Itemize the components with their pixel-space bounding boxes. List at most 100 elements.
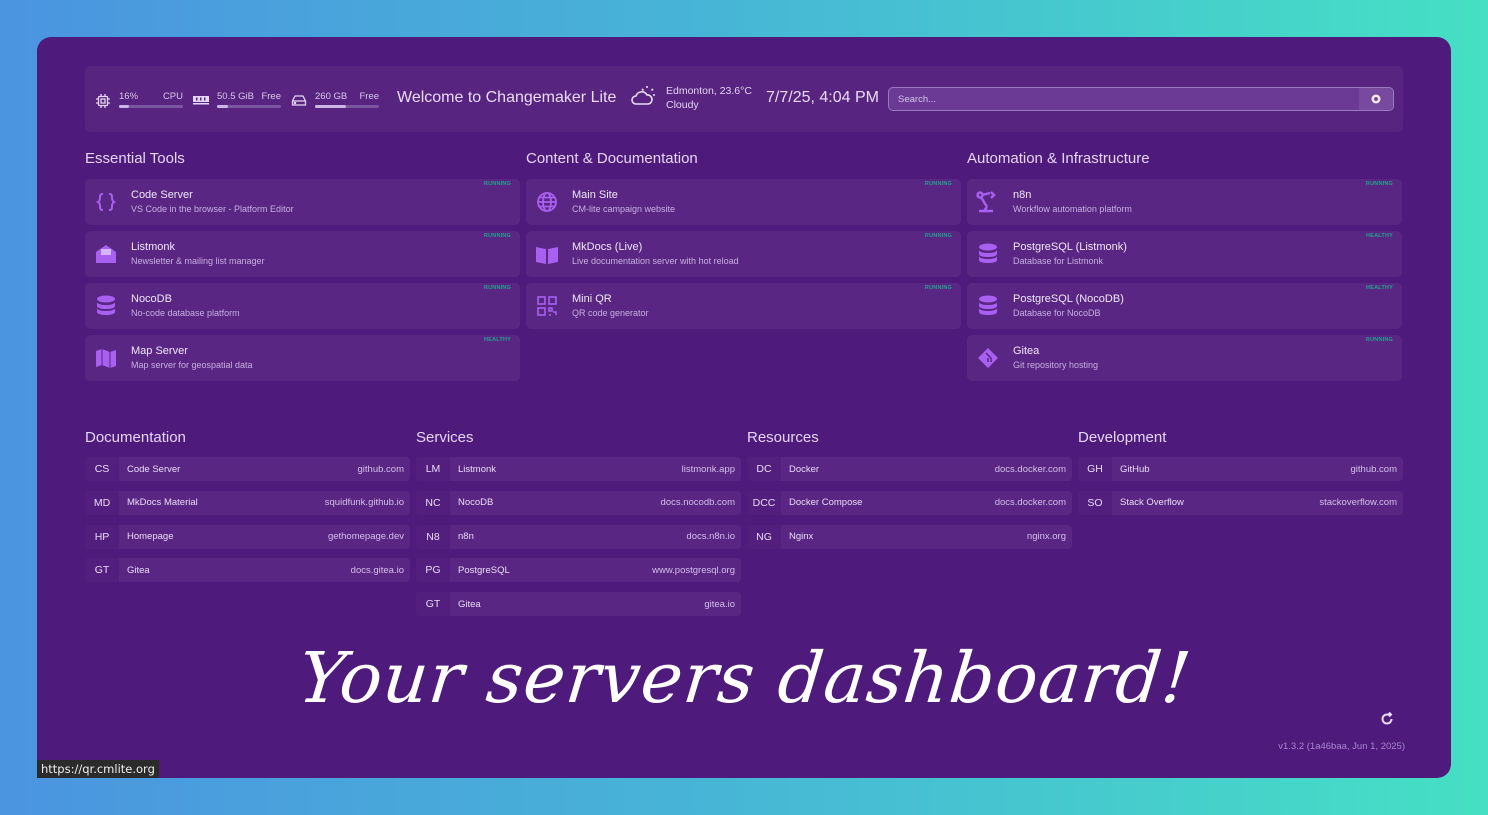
disk-bar xyxy=(315,105,379,108)
bookmark-name: Docker xyxy=(789,463,820,475)
service-description: Database for Listmonk xyxy=(1013,256,1104,266)
cloud-sun-icon xyxy=(631,86,655,105)
welcome-greeting: Welcome to Changemaker Lite xyxy=(397,89,617,106)
bookmark-link[interactable]: CS Code Server github.com xyxy=(85,457,410,481)
bookmark-abbr: NG xyxy=(747,524,781,549)
section-title: Essential Tools xyxy=(85,150,185,167)
service-description: Newsletter & mailing list manager xyxy=(131,256,265,266)
service-card[interactable]: PostgreSQL (NocoDB) Database for NocoDB … xyxy=(967,283,1402,329)
bookmark-name: Listmonk xyxy=(458,463,497,475)
search-engine-button[interactable] xyxy=(1359,88,1393,110)
bookmark-link[interactable]: MD MkDocs Material squidfunk.github.io xyxy=(85,490,410,515)
service-card[interactable]: MkDocs (Live) Live documentation server … xyxy=(526,231,961,277)
bookmark-abbr: SO xyxy=(1078,490,1112,515)
bookmark-link[interactable]: NG Nginx nginx.org xyxy=(747,524,1072,549)
bookmark-url: nginx.org xyxy=(1026,531,1066,543)
memory-label: Free xyxy=(261,91,281,102)
code-braces-icon xyxy=(94,190,118,214)
weather-widget[interactable]: Edmonton, 23.6°C Cloudy xyxy=(630,84,752,112)
bookmark-link[interactable]: GT Gitea gitea.io xyxy=(416,592,741,617)
service-card[interactable]: Main Site CM-lite campaign website RUNNI… xyxy=(526,179,961,225)
bookmark-name: Gitea xyxy=(127,564,150,576)
datetime: 7/7/25, 4:04 PM xyxy=(766,89,879,106)
bookmark-link[interactable]: LM Listmonk listmonk.app xyxy=(416,457,741,481)
bookmark-abbr: GH xyxy=(1078,457,1112,481)
weather-location: Edmonton, 23.6°C xyxy=(666,85,752,97)
bookmark-link[interactable]: N8 n8n docs.n8n.io xyxy=(416,524,741,549)
status-badge: RUNNING xyxy=(924,181,952,187)
service-name: PostgreSQL (Listmonk) xyxy=(1013,241,1127,253)
qr-code-icon xyxy=(535,294,559,318)
bookmark-abbr: PG xyxy=(416,558,450,583)
bookmark-abbr: DC xyxy=(747,457,781,481)
service-card[interactable]: n8n Workflow automation platform RUNNING xyxy=(967,179,1402,225)
bookmark-group-title: Documentation xyxy=(85,429,186,446)
bookmark-abbr: N8 xyxy=(416,524,450,549)
service-card[interactable]: Listmonk Newsletter & mailing list manag… xyxy=(85,231,520,277)
weather-condition: Cloudy xyxy=(666,99,699,111)
bookmark-name: Code Server xyxy=(127,463,181,475)
service-card[interactable]: Gitea Git repository hosting RUNNING xyxy=(967,335,1402,381)
bookmark-name: Stack Overflow xyxy=(1120,497,1184,509)
bookmark-link[interactable]: NC NocoDB docs.nocodb.com xyxy=(416,490,741,515)
bookmark-link[interactable]: PG PostgreSQL www.postgresql.org xyxy=(416,558,741,583)
service-description: Map server for geospatial data xyxy=(131,360,253,370)
bookmark-url: gethomepage.dev xyxy=(327,531,404,543)
service-description: Database for NocoDB xyxy=(1013,308,1101,318)
book-icon xyxy=(535,242,559,266)
service-name: Mini QR xyxy=(572,293,612,305)
bookmark-name: PostgreSQL xyxy=(458,564,510,576)
service-name: Listmonk xyxy=(131,241,176,253)
hard-drive-icon xyxy=(291,95,307,106)
service-description: Git repository hosting xyxy=(1013,360,1099,370)
cpu-value: 16% xyxy=(119,91,139,102)
status-badge: RUNNING xyxy=(1365,337,1393,343)
bookmark-link[interactable]: GT Gitea docs.gitea.io xyxy=(85,558,410,583)
bookmark-name: Gitea xyxy=(458,598,481,610)
service-card[interactable]: Map Server Map server for geospatial dat… xyxy=(85,335,520,381)
search-input[interactable] xyxy=(889,88,1359,110)
bookmark-link[interactable]: DC Docker docs.docker.com xyxy=(747,457,1072,481)
bookmark-name: GitHub xyxy=(1120,463,1150,475)
disk-label: Free xyxy=(359,91,379,102)
database-icon xyxy=(94,294,118,318)
service-description: VS Code in the browser - Platform Editor xyxy=(131,204,294,214)
bookmark-name: n8n xyxy=(458,531,474,543)
bookmark-abbr: GT xyxy=(85,558,119,583)
bookmark-abbr: DCC xyxy=(747,490,781,515)
version-info: v1.3.2 (1a46baa, Jun 1, 2025) xyxy=(1278,741,1405,752)
service-card[interactable]: Code Server VS Code in the browser - Pla… xyxy=(85,179,520,225)
bookmark-url: gitea.io xyxy=(704,598,735,610)
bookmark-url: docs.gitea.io xyxy=(350,564,404,576)
service-name: Code Server xyxy=(131,189,193,201)
service-name: PostgreSQL (NocoDB) xyxy=(1013,293,1124,305)
memory-widget: 50.5 GiB Free xyxy=(193,91,281,108)
status-badge: RUNNING xyxy=(1365,181,1393,187)
bookmark-abbr: GT xyxy=(416,592,450,617)
cpu-icon xyxy=(96,94,110,108)
bookmark-link[interactable]: DCC Docker Compose docs.docker.com xyxy=(747,490,1072,515)
bookmark-link[interactable]: HP Homepage gethomepage.dev xyxy=(85,524,410,549)
disk-widget: 260 GB Free xyxy=(291,91,379,108)
bookmark-url: docs.n8n.io xyxy=(686,531,735,543)
bookmark-group-title: Development xyxy=(1078,429,1167,446)
bookmark-name: Homepage xyxy=(127,531,174,543)
bookmark-name: NocoDB xyxy=(458,497,494,509)
bookmark-name: Docker Compose xyxy=(789,497,863,509)
service-card[interactable]: NocoDB No-code database platform RUNNING xyxy=(85,283,520,329)
service-card[interactable]: PostgreSQL (Listmonk) Database for Listm… xyxy=(967,231,1402,277)
service-description: No-code database platform xyxy=(131,308,240,318)
cpu-widget: 16% CPU xyxy=(95,91,183,109)
bookmark-abbr: MD xyxy=(85,490,119,515)
service-description: CM-lite campaign website xyxy=(572,204,676,214)
service-description: Live documentation server with hot reloa… xyxy=(572,256,739,266)
status-badge: RUNNING xyxy=(483,285,511,291)
bookmark-link[interactable]: SO Stack Overflow stackoverflow.com xyxy=(1078,490,1403,515)
service-card[interactable]: Mini QR QR code generator RUNNING xyxy=(526,283,961,329)
dashboard-window: 16% CPU 50.5 GiB Free 260 GB Free Welcome t… xyxy=(37,37,1451,778)
bookmark-link[interactable]: GH GitHub github.com xyxy=(1078,457,1403,481)
refresh-icon[interactable] xyxy=(1380,712,1394,726)
status-badge: RUNNING xyxy=(924,285,952,291)
bookmark-name: MkDocs Material xyxy=(127,497,198,509)
service-description: Workflow automation platform xyxy=(1013,204,1132,214)
